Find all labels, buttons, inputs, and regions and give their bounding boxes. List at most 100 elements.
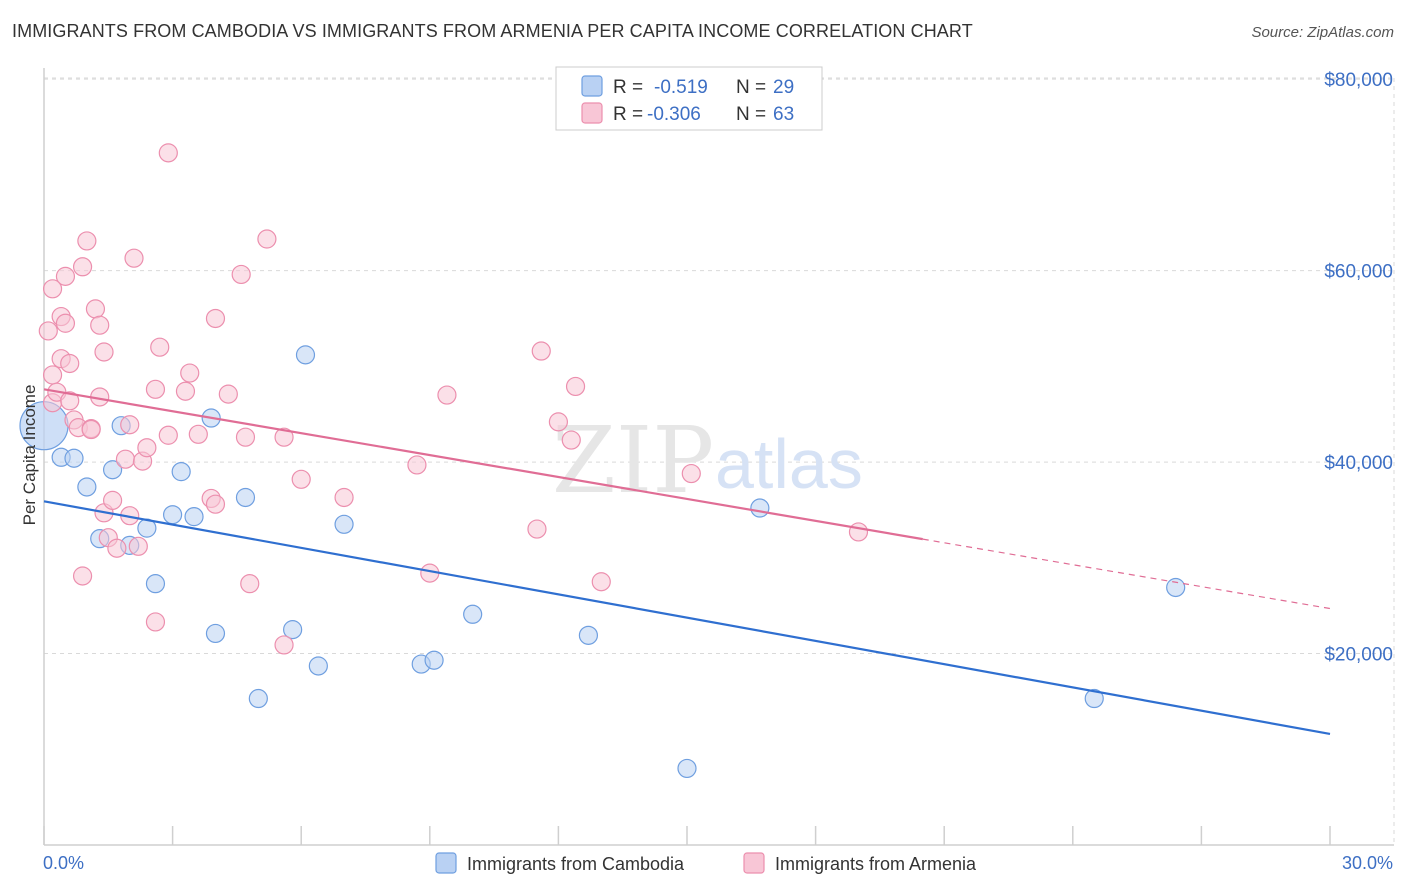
- y-tick-label: $60,000: [1324, 262, 1393, 283]
- data-point-armenia: [274, 427, 294, 447]
- data-point-armenia: [565, 376, 586, 397]
- axes: [43, 68, 1394, 846]
- data-point-armenia: [548, 412, 569, 432]
- watermark: ZIP atlas: [552, 407, 863, 514]
- data-point-armenia: [240, 574, 260, 594]
- trend-line-armenia-extension: [922, 538, 1331, 610]
- data-point-armenia: [55, 313, 76, 333]
- data-point-armenia: [42, 279, 63, 299]
- y-tick-label: $40,000: [1324, 453, 1393, 474]
- data-point-armenia: [334, 487, 354, 508]
- legend-n-value: 29: [773, 77, 794, 98]
- data-point-armenia: [591, 572, 611, 592]
- data-point-armenia: [150, 337, 170, 357]
- data-point-armenia: [107, 538, 127, 558]
- bottom-legend-label-armenia: Immigrants from Armenia: [775, 854, 977, 874]
- data-point-cambodia: [102, 460, 123, 480]
- data-point-cambodia: [77, 477, 97, 497]
- data-point-cambodia: [64, 448, 84, 468]
- legend-row-cambodia: R = -0.519 N = 29: [581, 75, 794, 98]
- data-point-cambodia: [677, 758, 697, 779]
- y-tick-label: $80,000: [1324, 70, 1393, 91]
- data-point-armenia: [94, 342, 114, 362]
- data-point-armenia: [72, 566, 93, 586]
- chart-title: IMMIGRANTS FROM CAMBODIA VS IMMIGRANTS F…: [12, 21, 973, 41]
- legend-n-label: N =: [736, 104, 766, 125]
- data-point-cambodia: [295, 345, 316, 365]
- data-point-cambodia: [283, 620, 303, 640]
- data-point-armenia: [55, 266, 76, 286]
- data-point-armenia: [231, 264, 251, 285]
- data-point-armenia: [205, 308, 226, 329]
- data-point-armenia: [188, 424, 208, 444]
- legend-r-value: -0.519: [654, 77, 708, 98]
- data-point-cambodia: [145, 574, 166, 594]
- data-point-cambodia: [463, 604, 483, 624]
- data-point-armenia: [158, 425, 178, 445]
- data-point-armenia: [205, 494, 226, 514]
- data-point-armenia: [407, 455, 427, 475]
- data-point-armenia: [848, 522, 869, 542]
- data-point-armenia: [72, 257, 93, 277]
- data-point-armenia: [180, 363, 200, 383]
- legend-r-value: -0.306: [647, 104, 701, 125]
- legend-r-label: R =: [613, 104, 643, 125]
- legend: R = -0.519 N = 29 R = -0.306 N = 63: [555, 66, 823, 131]
- data-point-armenia: [158, 143, 178, 163]
- trend-lines: [43, 388, 1331, 736]
- data-point-cambodia: [308, 656, 328, 676]
- x-tick-labels: 0.0% 30.0%: [43, 853, 1393, 873]
- bottom-legend: Immigrants from Cambodia Immigrants from…: [435, 852, 977, 874]
- legend-r-label: R =: [613, 77, 643, 98]
- y-tick-labels: $20,000 $40,000 $60,000 $80,000: [1324, 70, 1393, 665]
- data-point-cambodia: [750, 498, 770, 518]
- data-point-cambodia: [1084, 688, 1104, 709]
- data-point-armenia: [81, 419, 101, 440]
- data-point-armenia: [90, 315, 110, 335]
- bottom-legend-swatch-armenia: [743, 852, 765, 874]
- data-point-armenia: [235, 427, 256, 447]
- data-point-armenia: [218, 384, 238, 404]
- trend-line-cambodia: [43, 500, 1331, 736]
- data-point-cambodia: [424, 650, 444, 670]
- data-point-armenia: [437, 385, 457, 405]
- trend-line-armenia: [43, 388, 923, 541]
- watermark-zip: ZIP: [552, 407, 714, 514]
- data-point-armenia: [145, 379, 166, 399]
- data-point-armenia: [102, 490, 123, 510]
- data-point-armenia: [681, 463, 701, 484]
- data-points: [19, 143, 1186, 779]
- data-point-armenia: [42, 365, 63, 385]
- data-point-armenia: [561, 430, 581, 450]
- data-point-cambodia: [171, 462, 191, 482]
- legend-swatch-cambodia: [581, 75, 603, 97]
- data-point-armenia: [38, 321, 58, 341]
- legend-row-armenia: R = -0.306 N = 63: [581, 102, 794, 125]
- legend-n-label: N =: [736, 77, 766, 98]
- data-point-cambodia: [1166, 577, 1186, 598]
- y-tick-label: $20,000: [1324, 645, 1393, 666]
- data-point-armenia: [124, 248, 144, 268]
- data-point-cambodia: [235, 487, 256, 508]
- data-point-armenia: [274, 635, 294, 655]
- bottom-legend-swatch-cambodia: [435, 852, 457, 874]
- data-point-armenia: [115, 449, 136, 469]
- data-point-armenia: [77, 231, 97, 251]
- data-point-armenia: [85, 299, 106, 319]
- data-point-cambodia: [334, 514, 354, 534]
- legend-swatch-armenia: [581, 102, 603, 124]
- legend-n-value: 63: [773, 104, 794, 125]
- data-point-armenia: [291, 469, 311, 489]
- x-tick-label: 30.0%: [1342, 853, 1393, 873]
- data-point-armenia: [137, 438, 157, 458]
- y-axis-title: Per Capita Income: [20, 385, 39, 526]
- data-point-cambodia: [205, 623, 226, 644]
- data-point-armenia: [527, 519, 547, 539]
- data-point-armenia: [60, 391, 80, 411]
- data-point-armenia: [60, 353, 80, 374]
- chart-source: Source: ZipAtlas.com: [1251, 24, 1394, 41]
- x-tick-label: 0.0%: [43, 853, 84, 873]
- watermark-atlas: atlas: [715, 425, 863, 503]
- data-point-cambodia: [184, 507, 204, 527]
